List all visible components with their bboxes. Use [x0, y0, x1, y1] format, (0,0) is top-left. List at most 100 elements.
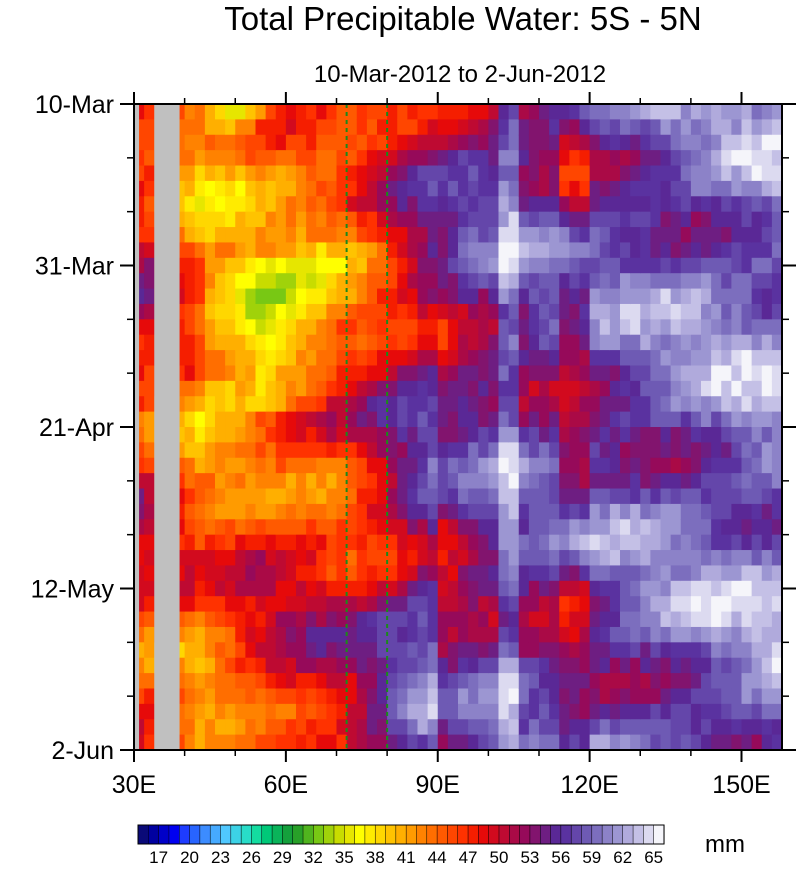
- heatmap-cell: [397, 288, 408, 305]
- heatmap-cell: [285, 642, 297, 659]
- heatmap-cell: [771, 565, 782, 582]
- heatmap-cell: [539, 457, 550, 474]
- heatmap-cell: [447, 688, 459, 705]
- heatmap-cell: [447, 134, 459, 151]
- heatmap-cell: [174, 211, 186, 228]
- heatmap-cell: [255, 134, 267, 151]
- heatmap-cell: [215, 257, 226, 274]
- heatmap-cell: [427, 150, 439, 167]
- heatmap-cell: [559, 503, 570, 520]
- heatmap-cell: [336, 673, 348, 690]
- heatmap-cell: [397, 104, 408, 120]
- colorbar-swatch: [478, 824, 490, 845]
- heatmap-cell: [326, 703, 338, 720]
- heatmap-cell: [609, 134, 621, 151]
- heatmap-cell: [285, 503, 297, 520]
- heatmap-cell: [478, 534, 489, 551]
- heatmap-cell: [194, 626, 206, 643]
- heatmap-cell: [306, 303, 317, 320]
- heatmap-cell: [741, 657, 753, 674]
- heatmap-cell: [620, 334, 631, 351]
- heatmap-cell: [508, 596, 520, 613]
- colorbar-unit-label: mm: [705, 831, 745, 858]
- heatmap-cell: [599, 273, 611, 290]
- heatmap-cell: [711, 503, 722, 520]
- heatmap-cell: [569, 503, 581, 520]
- colorbar-label: 62: [613, 848, 632, 867]
- heatmap-cell: [579, 365, 591, 382]
- heatmap-cell: [731, 196, 743, 213]
- heatmap-cell: [660, 473, 672, 490]
- heatmap-cell: [751, 104, 763, 120]
- heatmap-cell: [204, 211, 216, 228]
- heatmap-cell: [721, 657, 732, 674]
- heatmap-cell: [630, 257, 641, 274]
- y-tick-label: 31-Mar: [35, 253, 114, 281]
- heatmap-cell: [670, 334, 682, 351]
- heatmap-cell: [589, 596, 601, 613]
- heatmap-cell: [366, 288, 378, 305]
- heatmap-cell: [508, 442, 520, 459]
- heatmap-cell: [508, 411, 520, 428]
- heatmap-cell: [184, 242, 196, 259]
- heatmap-cell: [609, 442, 621, 459]
- heatmap-cell: [296, 473, 307, 490]
- heatmap-cell: [144, 503, 155, 520]
- heatmap-cell: [296, 227, 307, 244]
- heatmap-cell: [539, 703, 550, 720]
- heatmap-cell: [407, 473, 419, 490]
- heatmap-cell: [751, 488, 763, 505]
- heatmap-cell: [316, 534, 327, 551]
- heatmap-cell: [174, 150, 186, 167]
- heatmap-cell: [761, 242, 773, 259]
- heatmap-cell: [680, 242, 692, 259]
- heatmap-cell: [508, 688, 520, 705]
- heatmap-cell: [599, 457, 611, 474]
- heatmap-cell: [215, 180, 226, 197]
- heatmap-cell: [680, 550, 692, 567]
- heatmap-cell: [184, 196, 196, 213]
- heatmap-cell: [508, 611, 520, 628]
- heatmap-cell: [731, 319, 743, 336]
- heatmap-cell: [539, 427, 550, 443]
- heatmap-cell: [285, 242, 297, 259]
- heatmap-cell: [417, 257, 429, 274]
- heatmap-cell: [589, 626, 601, 643]
- heatmap-cell: [346, 196, 358, 213]
- heatmap-cell: [468, 104, 479, 120]
- heatmap-cell: [397, 503, 408, 520]
- heatmap-cell: [690, 519, 702, 536]
- colorbar-swatch: [333, 824, 345, 845]
- heatmap-cell: [660, 104, 672, 120]
- heatmap-cell: [458, 519, 469, 536]
- heatmap-cell: [285, 626, 297, 643]
- heatmap-cell: [640, 688, 651, 705]
- heatmap-cell: [447, 488, 459, 505]
- heatmap-cell: [316, 703, 327, 720]
- heatmap-cell: [255, 611, 267, 628]
- heatmap-cell: [650, 211, 662, 228]
- heatmap-cell: [650, 119, 662, 136]
- heatmap-cell: [194, 319, 206, 336]
- heatmap-cell: [235, 734, 246, 750]
- heatmap-cell: [498, 288, 510, 305]
- heatmap-cell: [680, 273, 692, 290]
- heatmap-cell: [599, 565, 611, 582]
- heatmap-cell: [427, 719, 439, 736]
- heatmap-cell: [711, 488, 722, 505]
- heatmap-cell: [528, 580, 540, 597]
- heatmap-cell: [518, 550, 530, 567]
- heatmap-cell: [559, 580, 570, 597]
- heatmap-cell: [549, 565, 560, 582]
- heatmap-cell: [407, 273, 419, 290]
- heatmap-cell: [660, 673, 672, 690]
- heatmap-cell: [144, 703, 155, 720]
- colorbar-swatch: [622, 824, 634, 845]
- heatmap-cell: [761, 334, 773, 351]
- heatmap-cell: [174, 165, 186, 182]
- heatmap-cell: [458, 211, 469, 228]
- heatmap-cell: [701, 688, 712, 705]
- heatmap-cell: [336, 350, 348, 367]
- heatmap-cell: [731, 257, 743, 274]
- heatmap-cell: [559, 242, 570, 259]
